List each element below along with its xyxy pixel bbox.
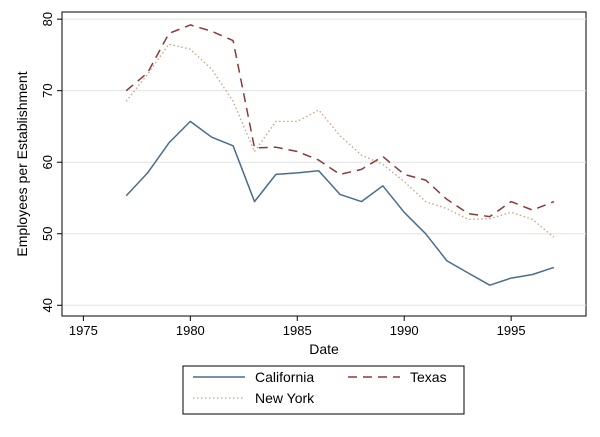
x-tick-label: 1995 <box>497 323 526 338</box>
legend-label: New York <box>255 390 315 406</box>
x-tick-label: 1990 <box>390 323 419 338</box>
x-tick-label: 1985 <box>283 323 312 338</box>
legend-label: Texas <box>410 369 447 385</box>
x-axis: 1975 1980 1985 1990 1995 <box>62 315 586 338</box>
y-tick-label: 50 <box>40 227 55 241</box>
gridlines <box>62 18 586 306</box>
legend-label: California <box>255 369 314 385</box>
legend-box <box>182 365 465 415</box>
x-tick-label: 1980 <box>176 323 205 338</box>
y-axis: 40 50 60 70 80 <box>40 12 63 316</box>
legend: California Texas New York <box>182 365 465 415</box>
y-tick-label: 60 <box>40 155 55 169</box>
x-axis-title: Date <box>309 341 339 357</box>
y-axis-title: Employees per Establishment <box>14 71 30 256</box>
y-tick-label: 40 <box>40 298 55 312</box>
series-line-california <box>125 120 555 286</box>
series-lines <box>125 24 555 286</box>
series-line-new-york <box>125 43 555 238</box>
x-tick-label: 1975 <box>69 323 98 338</box>
y-tick-label: 70 <box>40 83 55 97</box>
y-tick-label: 80 <box>40 12 55 26</box>
